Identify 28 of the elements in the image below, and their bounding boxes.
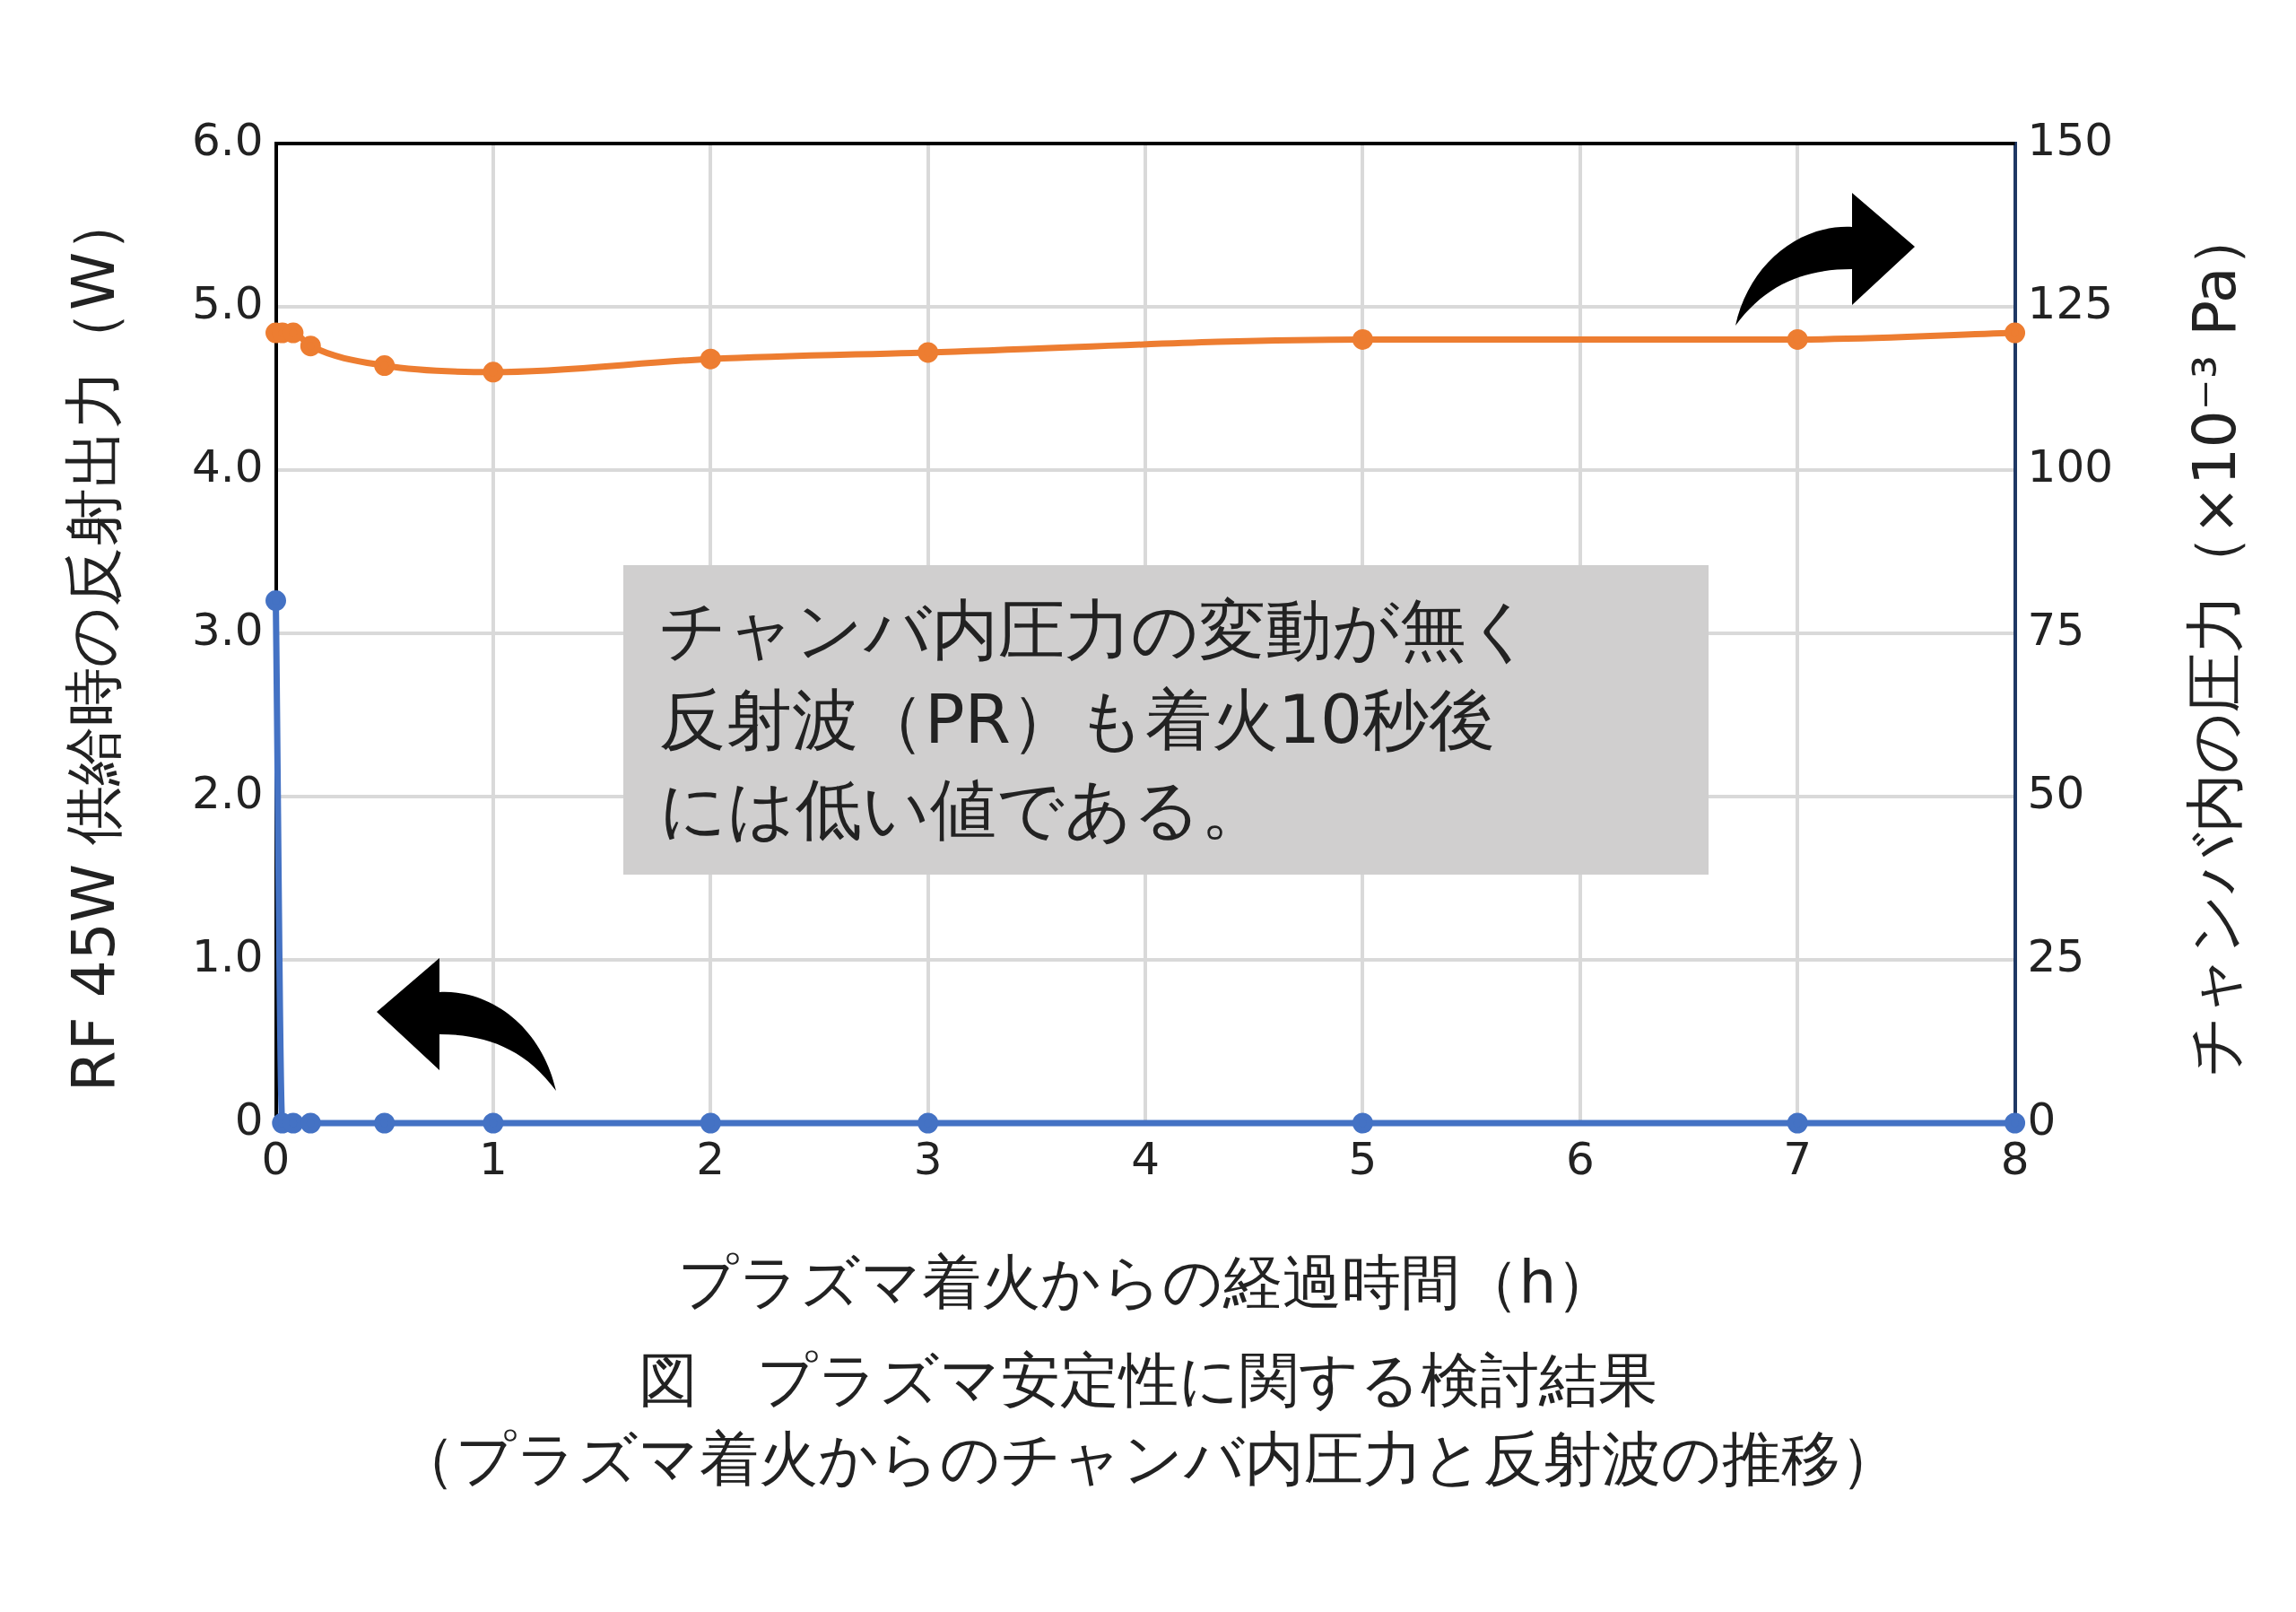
y-tick-label: 5.0 <box>191 276 264 329</box>
x-tick-label: 5 <box>1348 1132 1378 1185</box>
y-tick-label: 6.0 <box>191 113 264 166</box>
x-tick-label: 7 <box>1783 1132 1813 1185</box>
x-axis-title: プラズマ着火からの経過時間（h） <box>676 1247 1617 1319</box>
x-tick-label: 8 <box>2000 1132 2030 1185</box>
y-axis-title: RF 45W 供給時の反射出力（W） <box>58 192 129 1093</box>
y-tick-label: 2.0 <box>191 766 264 819</box>
x-tick-label: 2 <box>696 1132 726 1185</box>
x-tick-label: 6 <box>1565 1132 1595 1185</box>
x-tick-label: 4 <box>1131 1132 1160 1185</box>
y2-tick-label: 150 <box>2027 113 2113 166</box>
x-tick-label: 3 <box>913 1132 943 1185</box>
y2-tick-label: 0 <box>2027 1093 2057 1146</box>
y2-axis-title: チャンバ内の圧力（×10⁻³ Pa） <box>2179 207 2250 1077</box>
y2-tick-label: 75 <box>2027 603 2085 656</box>
y2-tick-label: 125 <box>2027 276 2113 329</box>
text: （プラズマ着火からのチャンバ内圧力と反射波の推移） <box>396 1424 1900 1495</box>
y2-tick-label: 100 <box>2027 440 2113 492</box>
annotation: チャンバ内圧力の変動が無く反射波（PR）も着火10秒後には低い値である。 <box>659 590 1535 850</box>
x-tick-label: 1 <box>478 1132 508 1185</box>
y-tick-label: 4.0 <box>191 440 264 492</box>
y-tick-label: 1.0 <box>191 929 264 982</box>
y2-tick-label: 50 <box>2027 766 2085 819</box>
y2-tick-label: 25 <box>2027 929 2085 982</box>
text: 図 プラズマ安定性に関する検討結果 <box>638 1345 1658 1416</box>
y-tick-label: 0 <box>234 1093 264 1146</box>
y-tick-label: 3.0 <box>191 603 264 656</box>
